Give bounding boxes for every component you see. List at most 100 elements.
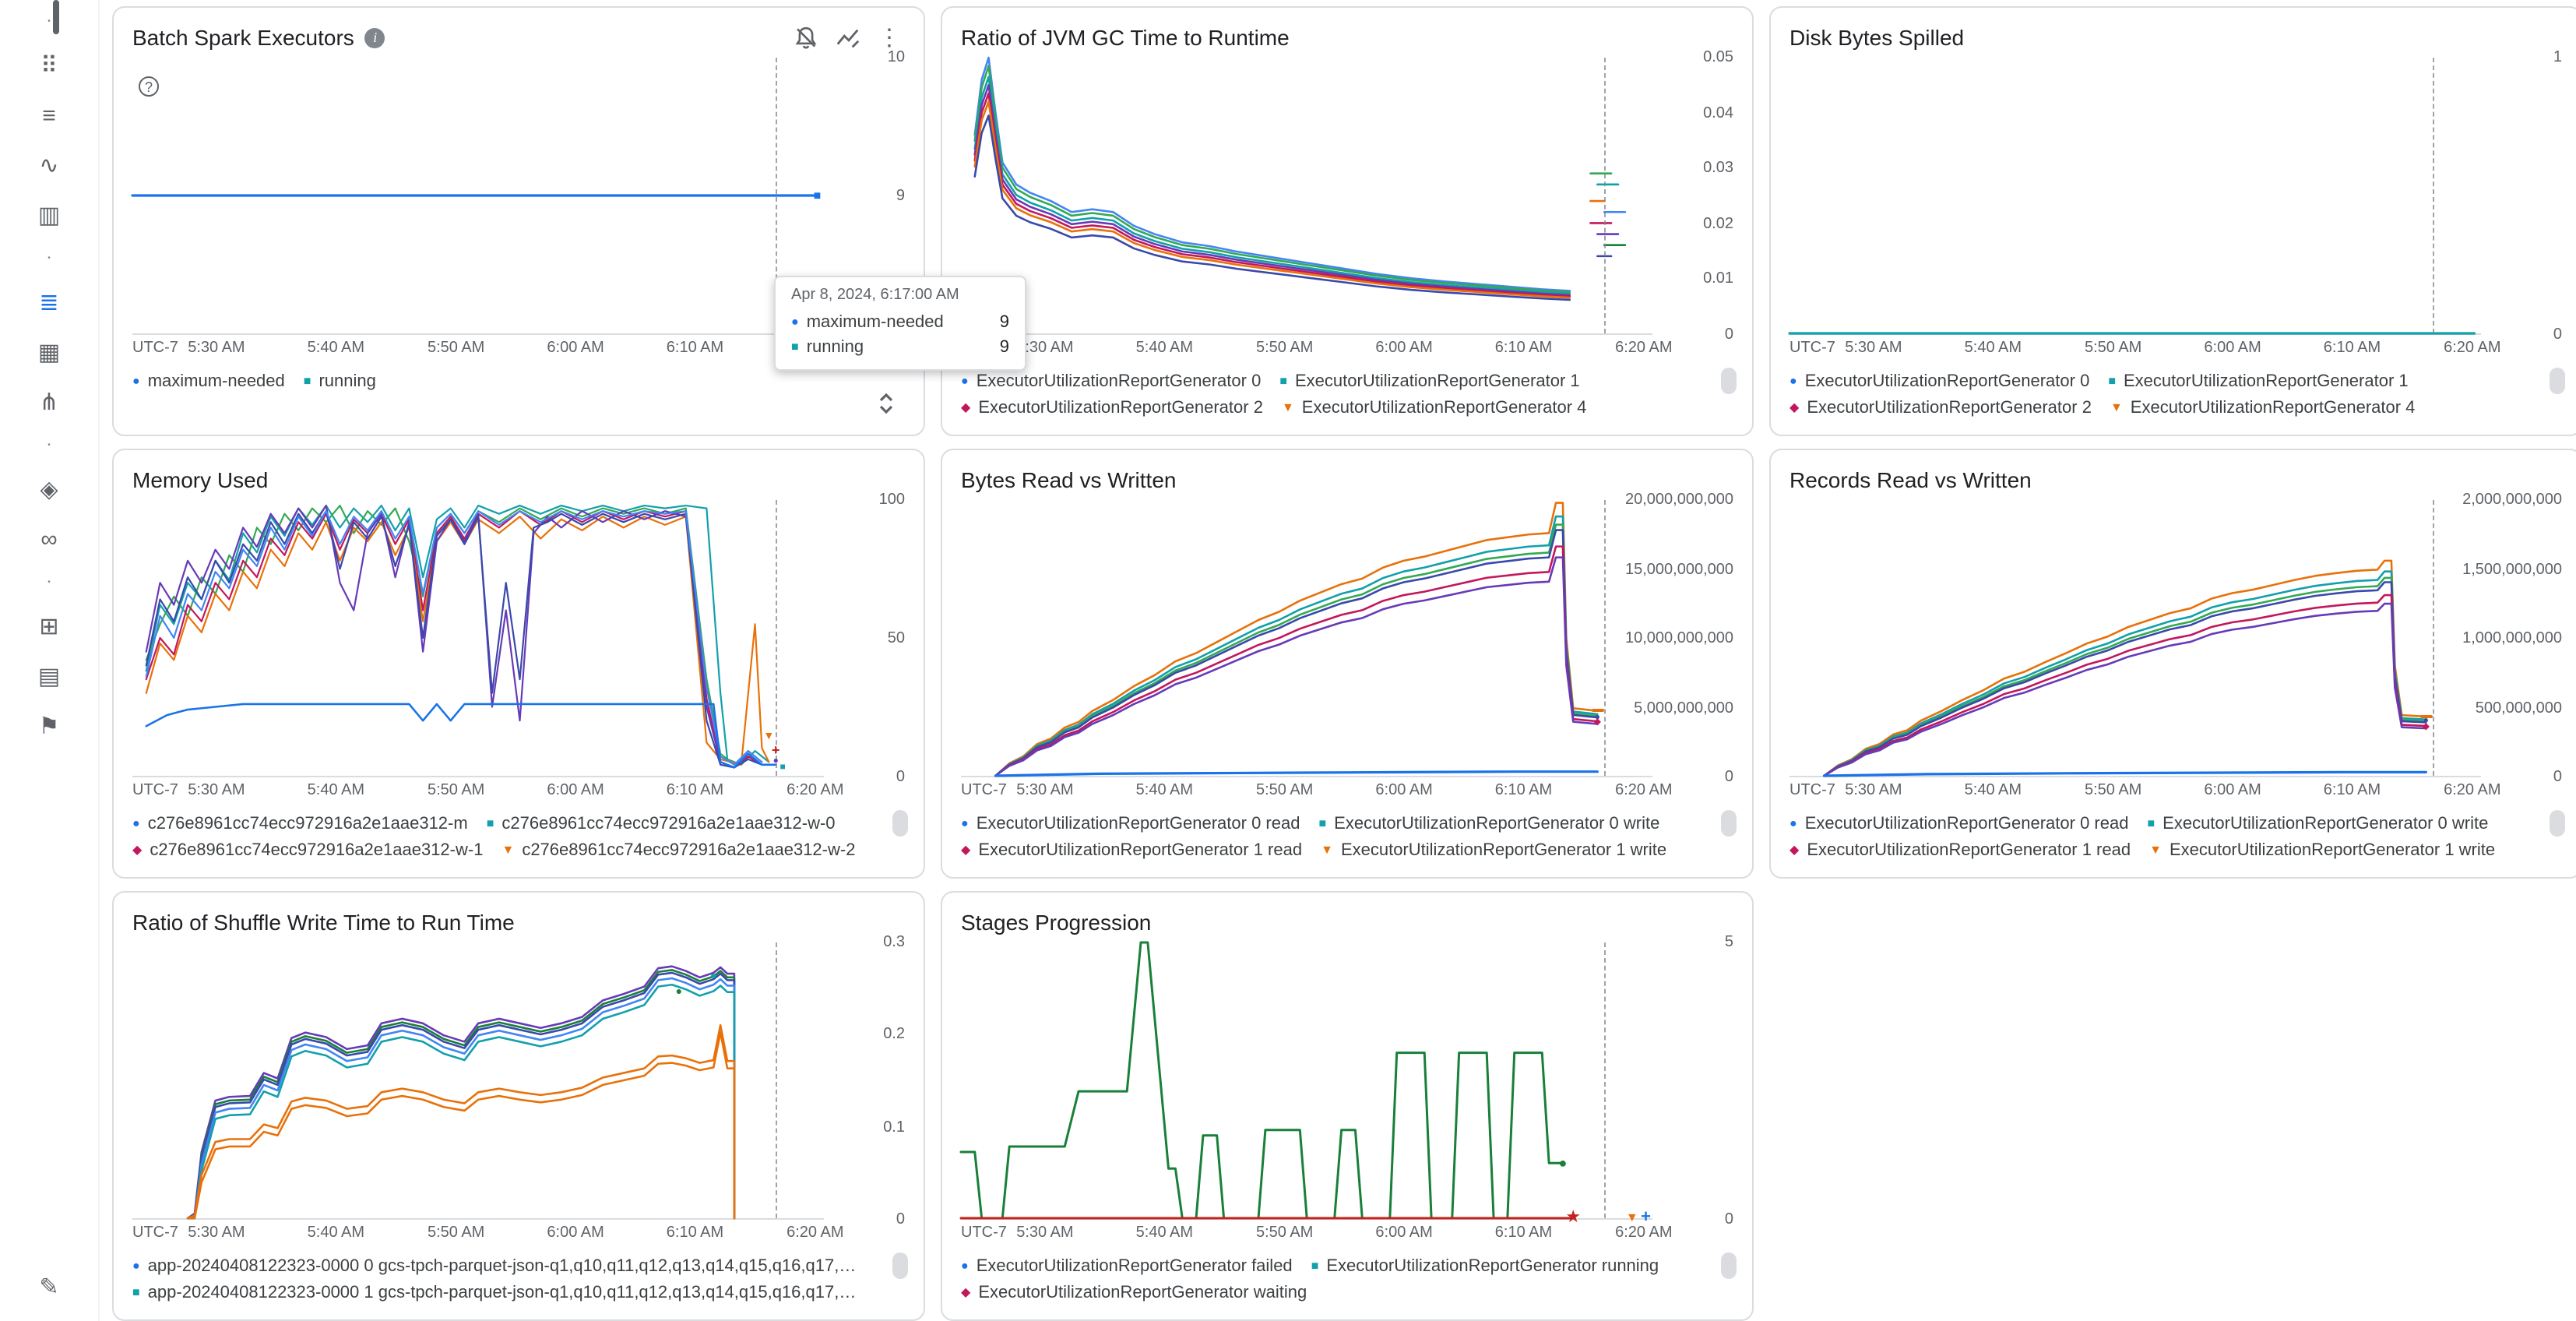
legend-item[interactable]: ● ExecutorUtilizationReportGenerator 0 re… [961, 814, 1300, 833]
legend-item[interactable]: ■ c276e8961cc74ecc972916a2e1aae312-w-0 [487, 814, 836, 833]
legend-item[interactable]: ▼ ExecutorUtilizationReportGenerator 1 wr… [1321, 840, 1666, 859]
square-legend-icon: ■ [2108, 373, 2116, 387]
legend-item[interactable]: ◆ ExecutorUtilizationReportGenerator 2 [961, 398, 1263, 417]
legend-item[interactable]: ● ExecutorUtilizationReportGenerator 0 [1789, 372, 2089, 390]
info-icon[interactable]: i [364, 27, 385, 48]
crosshair-line [1604, 942, 1606, 1218]
legend-item[interactable]: ■ ExecutorUtilizationReportGenerator runn… [1311, 1256, 1659, 1275]
crosshair-line [776, 500, 778, 776]
chart-plot[interactable]: ● ◆ [961, 500, 1653, 777]
x-tick-label: 6:20 AM [2444, 782, 2501, 799]
circle-legend-icon: ● [961, 815, 969, 830]
legend-scrollbar[interactable] [2550, 368, 2565, 394]
help-icon[interactable]: ? [139, 76, 159, 97]
y-tick-label: 50 [887, 630, 905, 647]
legend-scrollbar[interactable] [1721, 368, 1737, 394]
legend: ● ExecutorUtilizationReportGenerator 0 ■ Ex… [1789, 368, 2562, 421]
legend-item[interactable]: ◆ ExecutorUtilizationReportGenerator 2 [1789, 398, 2092, 417]
legend-scrollbar[interactable] [892, 1252, 908, 1279]
legend-item[interactable]: ■ running [304, 372, 376, 390]
legend-item[interactable]: ◆ ExecutorUtilizationReportGenerator 1 re… [1789, 840, 2131, 859]
legend-label: c276e8961cc74ecc972916a2e1aae312-m [147, 814, 468, 833]
legend-item[interactable]: ◆ ExecutorUtilizationReportGenerator wait… [961, 1283, 1307, 1302]
y-tick-label: 0.1 [883, 1118, 905, 1136]
sidebar-item-timeseries[interactable]: ∿ [39, 153, 59, 179]
y-tick-label: 100 [878, 491, 905, 509]
legend-item[interactable]: ▼ ExecutorUtilizationReportGenerator 4 [1282, 398, 1586, 417]
legend-item[interactable]: ● c276e8961cc74ecc972916a2e1aae312-m [132, 814, 468, 833]
sidebar-item-table[interactable]: ▦ [37, 340, 61, 366]
chart-plot[interactable]: ● ● [132, 942, 825, 1220]
legend-scrollbar[interactable] [1721, 810, 1737, 837]
insights-icon[interactable] [832, 22, 863, 53]
sidebar-item-grid[interactable]: ⊞ [39, 614, 59, 640]
legend-item[interactable]: ▼ ExecutorUtilizationReportGenerator 1 wr… [2149, 840, 2495, 859]
tooltip-row: ■ running 9 [791, 338, 1009, 357]
circle-legend-icon: ● [132, 373, 140, 387]
triangle-legend-icon: ▼ [2149, 842, 2162, 856]
diamond-legend-icon: ◆ [961, 400, 971, 414]
legend-item[interactable]: ● maximum-needed [132, 372, 285, 390]
chart-plot[interactable]: ▼ + ● ■ [132, 500, 825, 777]
circle-legend-icon: ● [1789, 373, 1797, 387]
x-axis: UTC-7 5:30 AM 5:40 AM 5:50 AM 6:00 AM 6:10 AM… [132, 340, 844, 363]
sidebar-item-list[interactable]: ≡ [42, 102, 56, 129]
tooltip-date: Apr 8, 2024, 6:17:00 AM [791, 287, 959, 304]
sidebar-item-link[interactable]: ∞ [40, 526, 58, 552]
sidebar-item-drag[interactable]: ⠿ [40, 53, 58, 79]
legend-label: ExecutorUtilizationReportGenerator waiti… [978, 1283, 1307, 1302]
legend-item[interactable]: ■ ExecutorUtilizationReportGenerator 0 wr… [1318, 814, 1659, 833]
legend-item[interactable]: ● ExecutorUtilizationReportGenerator 0 [961, 372, 1261, 390]
chart-plot[interactable]: ? Apr 8, 2024, 6:17:00 AM ● maximum-neede… [132, 58, 1026, 371]
sidebar-item-bar-chart[interactable]: ▥ [37, 203, 61, 229]
unfold-icon[interactable] [877, 393, 896, 422]
chart-plot[interactable] [1789, 58, 2482, 335]
legend-scrollbar[interactable] [1721, 1252, 1737, 1279]
sidebar-item-layers[interactable]: ◈ [40, 477, 58, 503]
sidebar-item-feedback[interactable]: ✎ [39, 1274, 59, 1301]
more-options-icon[interactable]: ⋮ [878, 25, 901, 51]
legend-scrollbar[interactable] [2550, 810, 2565, 837]
chart-tooltip: Apr 8, 2024, 6:17:00 AM ● maximum-needed 9… [774, 276, 1026, 371]
legend-item[interactable]: ■ ExecutorUtilizationReportGenerator 1 [2108, 372, 2408, 390]
alerting-off-icon[interactable] [790, 22, 821, 53]
legend-item[interactable]: ▼ c276e8961cc74ecc972916a2e1aae312-w-2 [501, 840, 855, 859]
chart-plot[interactable]: ● ◆ [1789, 500, 2482, 777]
sidebar-item-legend[interactable]: ≣ [39, 290, 59, 316]
legend-item[interactable]: ● ExecutorUtilizationReportGenerator fail… [961, 1256, 1293, 1275]
y-tick-label: 0 [1724, 1211, 1733, 1228]
legend-item[interactable]: ■ ExecutorUtilizationReportGenerator 1 [1279, 372, 1579, 390]
legend-scrollbar[interactable] [892, 810, 908, 837]
x-tick-label: 6:00 AM [2204, 782, 2261, 799]
legend-label: ExecutorUtilizationReportGenerator 1 rea… [978, 840, 1303, 859]
card-title: Records Read vs Written [1789, 467, 2032, 492]
x-tick-label: 5:40 AM [1964, 340, 2022, 357]
square-legend-icon: ■ [303, 373, 311, 387]
sidebar-scrollbar-thumb[interactable] [53, 0, 59, 34]
square-legend-icon: ■ [1318, 815, 1327, 830]
sidebar-dot-1: • [48, 17, 51, 26]
series-marker: ◆ [1593, 718, 1601, 728]
sidebar-item-flow[interactable]: ⋔ [39, 389, 59, 416]
sidebar-item-flag[interactable]: ⚑ [38, 713, 60, 740]
series-marker: ● [675, 986, 683, 998]
x-tick-label: 5:30 AM [188, 1224, 245, 1242]
x-tick-label: UTC-7 [1789, 782, 1835, 799]
legend-item[interactable]: ■ app-20240408122323-0000 1 gcs-tpch-parq… [132, 1283, 864, 1302]
legend-item[interactable]: ■ ExecutorUtilizationReportGenerator 0 wr… [2147, 814, 2488, 833]
y-tick-label: 0 [2553, 326, 2562, 343]
chart-plot[interactable] [961, 58, 1653, 335]
legend-item[interactable]: ◆ ExecutorUtilizationReportGenerator 1 re… [961, 840, 1302, 859]
legend-item[interactable]: ● app-20240408122323-0000 0 gcs-tpch-parq… [132, 1256, 864, 1275]
x-tick-label: 5:50 AM [1255, 340, 1314, 357]
sidebar-item-summary[interactable]: ▤ [37, 664, 61, 690]
x-tick-label: 6:10 AM [1494, 1224, 1553, 1242]
x-tick-label: 5:30 AM [1845, 340, 1902, 357]
legend-item[interactable]: ◆ c276e8961cc74ecc972916a2e1aae312-w-1 [132, 840, 483, 859]
chart-plot[interactable]: ● ★ ▼ + [961, 942, 1653, 1226]
triangle-legend-icon: ▼ [1321, 842, 1333, 856]
diamond-legend-icon: ◆ [1789, 400, 1800, 414]
legend-item[interactable]: ● ExecutorUtilizationReportGenerator 0 re… [1789, 814, 2128, 833]
legend-item[interactable]: ▼ ExecutorUtilizationReportGenerator 4 [2110, 398, 2415, 417]
x-tick-label: 5:40 AM [1964, 782, 2022, 799]
